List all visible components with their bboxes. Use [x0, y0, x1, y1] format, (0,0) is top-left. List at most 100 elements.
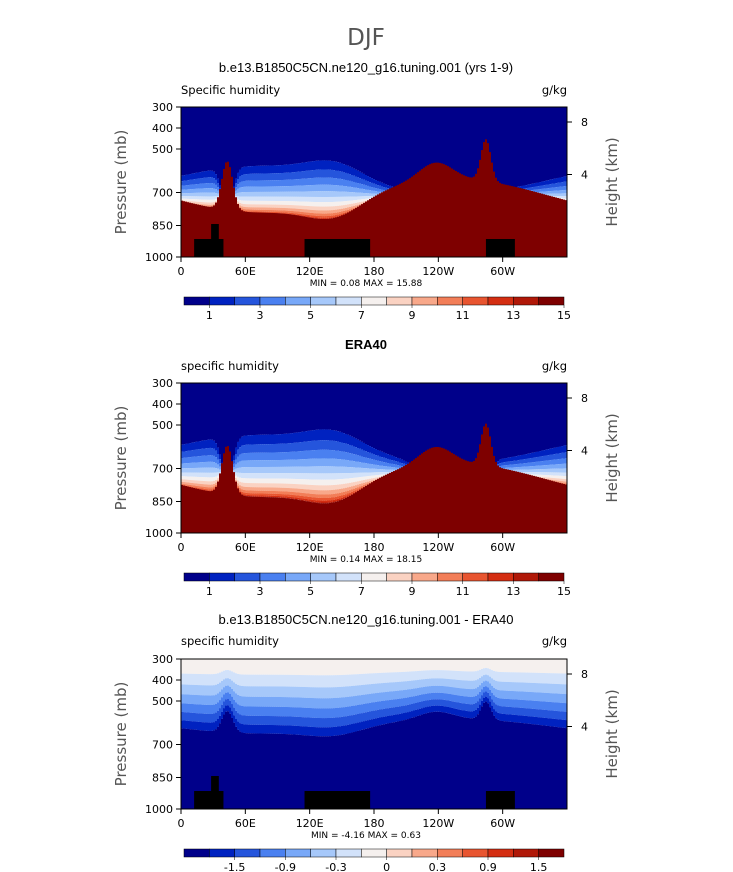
colorbar-swatch — [386, 296, 413, 306]
colorbar-label: 0.3 — [429, 861, 447, 872]
colorbar-swatch — [462, 848, 489, 858]
y2-tick-label: 4 — [581, 721, 588, 734]
x-tick-label: 120E — [296, 541, 324, 554]
x-tick-label: 120E — [296, 817, 324, 830]
colorbar-label: 1 — [206, 309, 213, 322]
y2-axis-label: Height (km) — [603, 413, 621, 502]
units-label: g/kg — [542, 634, 567, 648]
colorbar-swatch — [386, 848, 413, 858]
y2-tick-label: 4 — [581, 445, 588, 458]
colorbar-label: 11 — [456, 585, 470, 598]
x-tick-label: 120E — [296, 265, 324, 278]
topography-mask — [194, 791, 224, 809]
colorbar-swatch — [234, 848, 261, 858]
topography-mask — [211, 224, 219, 257]
colorbar-label: 13 — [506, 309, 520, 322]
min-max-stats: MIN = -4.16 MAX = 0.63 — [311, 831, 421, 841]
y-tick-label: 1000 — [145, 251, 173, 264]
colorbar-label: 1 — [206, 585, 213, 598]
y-tick-label: 700 — [152, 187, 173, 200]
colorbar-swatch — [259, 848, 286, 858]
colorbar-label: 13 — [506, 585, 520, 598]
colorbar-label: 7 — [358, 309, 365, 322]
colorbar-swatch — [538, 848, 565, 858]
x-tick-label: 60W — [490, 817, 515, 830]
x-tick-label: 0 — [178, 265, 185, 278]
colorbar-swatch — [234, 572, 261, 582]
contour-fill — [181, 659, 567, 809]
colorbar-swatch — [411, 572, 438, 582]
variable-label: specific humidity — [181, 359, 279, 373]
y-axis-label: Pressure (mb) — [112, 130, 130, 235]
colorbar-label: 7 — [358, 585, 365, 598]
colorbar-swatch — [183, 572, 210, 582]
colorbar-label: 11 — [456, 309, 470, 322]
colorbar-swatch — [538, 572, 565, 582]
colorbar-label: 9 — [409, 585, 416, 598]
x-tick-label: 0 — [178, 817, 185, 830]
y-tick-label: 500 — [152, 419, 173, 432]
min-max-stats: MIN = 0.08 MAX = 15.88 — [310, 279, 423, 289]
colorbar-label: -1.5 — [224, 861, 245, 872]
colorbar-swatch — [335, 296, 362, 306]
colorbar-label: 5 — [307, 585, 314, 598]
y-tick-label: 500 — [152, 143, 173, 156]
y2-axis-label: Height (km) — [603, 137, 621, 226]
colorbar-swatch — [538, 296, 565, 306]
colorbar-label: 9 — [409, 309, 416, 322]
colorbar-label: -0.3 — [325, 861, 346, 872]
x-tick-label: 180 — [364, 817, 385, 830]
colorbar-swatch — [285, 848, 311, 858]
colorbar-swatch — [462, 572, 489, 582]
units-label: g/kg — [542, 359, 567, 373]
colorbar-swatch — [462, 296, 489, 306]
colorbar-swatch — [437, 296, 463, 306]
y-tick-label: 1000 — [145, 803, 173, 816]
colorbar-swatch — [386, 572, 413, 582]
topography-mask — [304, 239, 371, 257]
colorbar-swatch — [259, 296, 286, 306]
y-tick-label: 850 — [152, 220, 173, 233]
colorbar-swatch — [513, 572, 539, 582]
colorbar-swatch — [209, 296, 235, 306]
panel-title: b.e13.B1850C5CN.ne120_g16.tuning.001 - E… — [219, 612, 514, 627]
y-tick-label: 700 — [152, 739, 173, 752]
contour-fill — [181, 107, 567, 257]
y2-tick-label: 8 — [581, 668, 588, 681]
x-tick-label: 60W — [490, 265, 515, 278]
colorbar-swatch — [310, 572, 337, 582]
panel-title: ERA40 — [345, 337, 387, 352]
colorbar-label: 5 — [307, 309, 314, 322]
colorbar-swatch — [335, 848, 362, 858]
y-tick-label: 700 — [152, 463, 173, 476]
colorbar-swatch — [310, 848, 337, 858]
x-tick-label: 120W — [422, 265, 454, 278]
units-label: g/kg — [542, 83, 567, 97]
colorbar-swatch — [285, 572, 311, 582]
colorbar-swatch — [183, 848, 210, 858]
y-tick-label: 400 — [152, 398, 173, 411]
colorbar-label: 3 — [257, 309, 264, 322]
colorbar-swatch — [259, 572, 286, 582]
colorbar-swatch — [361, 848, 387, 858]
y-tick-label: 400 — [152, 122, 173, 135]
chart-panel-3: b.e13.B1850C5CN.ne120_g16.tuning.001 - E… — [112, 612, 621, 872]
colorbar-label: 3 — [257, 585, 264, 598]
y-tick-label: 300 — [152, 101, 173, 114]
colorbar-swatch — [487, 572, 514, 582]
x-tick-label: 180 — [364, 541, 385, 554]
x-tick-label: 0 — [178, 541, 185, 554]
y-tick-label: 400 — [152, 674, 173, 687]
y2-tick-label: 8 — [581, 392, 588, 405]
y-tick-label: 1000 — [145, 527, 173, 540]
colorbar-swatch — [209, 572, 235, 582]
colorbar-label: 0.9 — [479, 861, 497, 872]
x-tick-label: 120W — [422, 541, 454, 554]
topography-mask — [485, 791, 515, 809]
colorbar-swatch — [487, 848, 514, 858]
y2-axis-label: Height (km) — [603, 689, 621, 778]
figure-title: DJF — [347, 25, 385, 51]
chart-panel-1: b.e13.B1850C5CN.ne120_g16.tuning.001 (yr… — [112, 60, 621, 322]
